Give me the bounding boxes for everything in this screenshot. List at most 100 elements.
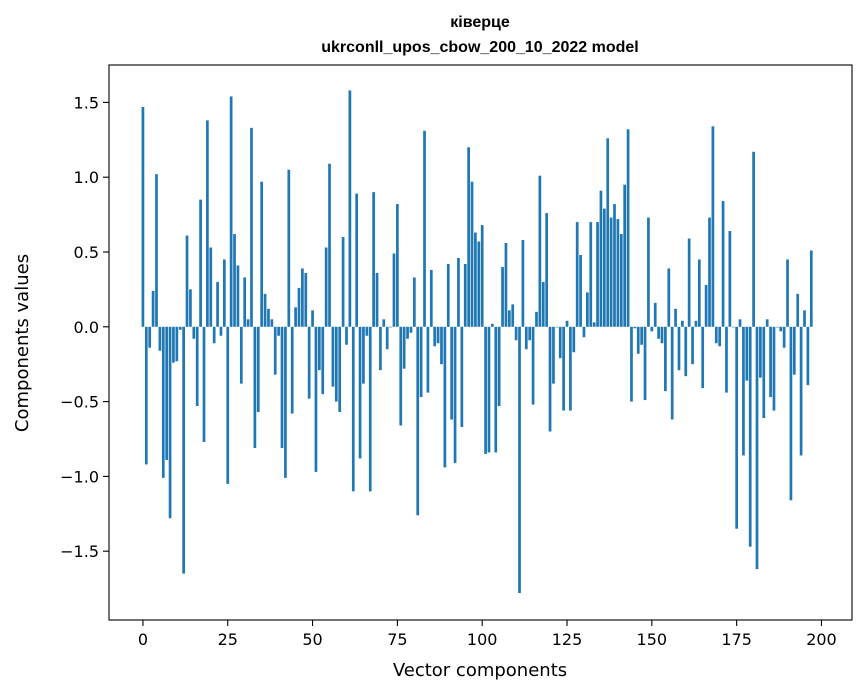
bar-182 — [759, 326, 762, 378]
bar-158 — [677, 326, 681, 371]
bar-194 — [799, 326, 803, 456]
bar-139 — [613, 204, 616, 327]
bar-88 — [440, 326, 443, 365]
x-tick-label: 150 — [637, 630, 668, 649]
bar-190 — [786, 259, 789, 327]
bar-29 — [239, 326, 243, 384]
bar-166 — [704, 284, 708, 327]
bar-64 — [358, 326, 362, 459]
bar-162 — [691, 326, 694, 365]
y-tick-label: −1.0 — [60, 467, 99, 486]
bar-124 — [562, 326, 565, 411]
bar-109 — [511, 304, 515, 327]
bar-40 — [277, 326, 280, 336]
bar-85 — [429, 269, 433, 327]
bar-48 — [304, 272, 308, 327]
bar-38 — [270, 319, 274, 327]
bar-167 — [708, 217, 711, 327]
bar-61 — [348, 90, 352, 327]
y-tick-label: 0.0 — [74, 318, 99, 337]
bar-156 — [670, 326, 674, 420]
bar-103 — [491, 323, 494, 327]
bar-58 — [338, 326, 342, 413]
bar-127 — [572, 326, 576, 353]
bar-52 — [317, 326, 321, 371]
bar-101 — [484, 326, 487, 454]
bar-192 — [792, 326, 796, 375]
bar-10 — [175, 326, 179, 362]
bar-35 — [260, 181, 264, 327]
bar-176 — [738, 319, 742, 327]
bar-118 — [541, 281, 545, 327]
bar-3 — [151, 290, 155, 327]
bar-142 — [623, 184, 627, 327]
bar-164 — [697, 259, 701, 327]
bar-37 — [267, 308, 270, 327]
bar-152 — [657, 326, 660, 339]
bar-138 — [609, 217, 613, 327]
bar-28 — [236, 265, 240, 327]
bar-7 — [165, 326, 169, 460]
bar-95 — [463, 263, 467, 327]
bar-146 — [636, 326, 640, 354]
bar-153 — [660, 326, 664, 344]
bar-23 — [219, 326, 223, 336]
x-tick-label: 200 — [806, 630, 837, 649]
bar-148 — [643, 326, 647, 401]
bar-62 — [351, 326, 355, 492]
bar-82 — [419, 326, 423, 398]
bar-2 — [148, 326, 152, 348]
bar-68 — [372, 192, 375, 327]
y-axis-label: Components values — [12, 254, 33, 432]
bar-135 — [599, 190, 603, 327]
bar-112 — [521, 240, 525, 327]
bar-161 — [687, 238, 691, 327]
bar-76 — [399, 326, 403, 426]
bar-80 — [412, 277, 416, 327]
bar-87 — [436, 326, 440, 344]
bar-119 — [545, 213, 549, 327]
bar-46 — [297, 287, 301, 327]
bar-11 — [178, 326, 182, 330]
x-tick-label: 75 — [387, 630, 407, 649]
bar-188 — [779, 326, 783, 332]
bar-26 — [229, 96, 233, 327]
bar-63 — [355, 193, 359, 327]
bar-120 — [548, 326, 552, 432]
bar-168 — [711, 126, 715, 327]
bar-170 — [718, 326, 722, 347]
bar-44 — [290, 326, 294, 414]
bar-53 — [321, 326, 325, 395]
bar-181 — [755, 326, 759, 570]
bar-114 — [528, 326, 532, 341]
bar-183 — [762, 326, 766, 419]
bar-86 — [433, 326, 437, 347]
bar-50 — [311, 310, 314, 327]
bar-59 — [341, 237, 345, 327]
bar-185 — [769, 326, 772, 398]
chart-title: ківерце — [450, 14, 510, 31]
bar-31 — [246, 319, 250, 327]
bar-54 — [324, 247, 328, 327]
bar-71 — [382, 319, 386, 327]
bar-20 — [209, 247, 213, 327]
bar-47 — [301, 268, 304, 327]
y-tick-label: 1.5 — [74, 93, 99, 112]
bar-160 — [684, 326, 688, 377]
bar-77 — [402, 326, 406, 369]
bar-121 — [552, 326, 555, 384]
bar-41 — [280, 326, 284, 448]
bar-22 — [216, 281, 219, 327]
bar-42 — [284, 326, 287, 478]
bar-8 — [168, 326, 172, 519]
bar-33 — [253, 326, 257, 448]
bar-116 — [535, 311, 538, 327]
bar-129 — [579, 254, 582, 327]
x-tick-label: 50 — [302, 630, 322, 649]
bar-178 — [745, 326, 749, 381]
y-tick-label: −0.5 — [60, 393, 99, 412]
bar-5 — [158, 326, 162, 351]
bar-191 — [789, 326, 793, 501]
bar-91 — [450, 326, 454, 420]
